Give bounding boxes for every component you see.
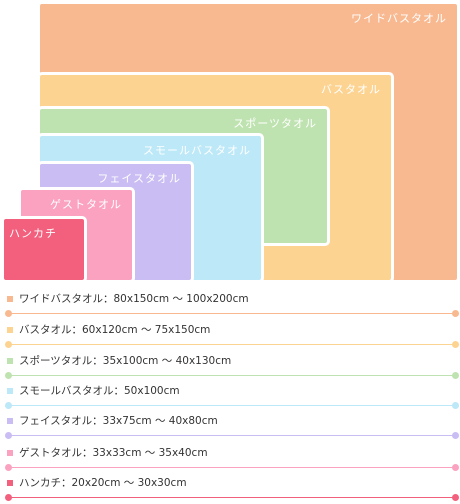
legend-swatch	[7, 358, 13, 364]
towel-sports-label: スポーツタオル	[233, 117, 317, 130]
legend-item-sports: スポーツタオル：35x100cm 〜 40x130cm	[0, 352, 460, 382]
legend-dot-left	[5, 402, 12, 409]
legend-swatch	[7, 480, 13, 486]
legend-dot-right	[452, 402, 459, 409]
legend-dot-right	[452, 341, 459, 348]
legend-divider	[9, 405, 455, 406]
legend-dot-right	[452, 464, 459, 471]
legend-item-guest: ゲストタオル：33x33cm 〜 35x40cm	[0, 444, 460, 474]
towel-face-label: フェイスタオル	[97, 172, 181, 185]
legend-swatch	[7, 296, 13, 302]
towel-handkerchief: ハンカチ	[1, 216, 87, 283]
legend-item-small-bath: スモールバスタオル：50x100cm	[0, 382, 460, 412]
legend-swatch	[7, 418, 13, 424]
legend-dot-right	[452, 432, 459, 439]
legend-divider	[9, 375, 455, 376]
legend-item-wide-bath: ワイドバスタオル：80x150cm 〜 100x200cm	[0, 290, 460, 320]
legend-item-handkerchief: ハンカチ：20x20cm 〜 30x30cm	[0, 474, 460, 504]
legend-item-face: フェイスタオル：33x75cm 〜 40x80cm	[0, 412, 460, 442]
legend-swatch	[7, 388, 13, 394]
towel-handkerchief-label: ハンカチ	[9, 227, 57, 240]
legend-dot-right	[452, 494, 459, 501]
legend-dot-left	[5, 494, 12, 501]
legend-divider	[9, 344, 455, 345]
legend-text: ワイドバスタオル：80x150cm 〜 100x200cm	[19, 293, 249, 305]
legend-dot-left	[5, 372, 12, 379]
legend-dot-left	[5, 341, 12, 348]
towel-guest-label: ゲストタオル	[50, 198, 122, 211]
legend-divider	[9, 497, 455, 498]
towel-small-bath-label: スモールバスタオル	[143, 144, 251, 157]
legend-swatch	[7, 450, 13, 456]
legend-dot-left	[5, 464, 12, 471]
legend-dot-right	[452, 372, 459, 379]
legend-divider	[9, 313, 455, 314]
legend-text: バスタオル：60x120cm 〜 75x150cm	[19, 324, 211, 336]
legend-dot-left	[5, 432, 12, 439]
legend-dot-left	[5, 310, 12, 317]
legend-text: ゲストタオル：33x33cm 〜 35x40cm	[19, 447, 208, 459]
legend-swatch	[7, 327, 13, 333]
towel-bath-label: バスタオル	[321, 83, 381, 96]
legend-item-bath: バスタオル：60x120cm 〜 75x150cm	[0, 321, 460, 351]
legend-divider	[9, 435, 455, 436]
legend-divider	[9, 467, 455, 468]
legend-text: フェイスタオル：33x75cm 〜 40x80cm	[19, 415, 218, 427]
legend-text: ハンカチ：20x20cm 〜 30x30cm	[19, 477, 187, 489]
legend-dot-right	[452, 310, 459, 317]
legend-text: スモールバスタオル：50x100cm	[19, 385, 180, 397]
towel-wide-bath-label: ワイドバスタオル	[351, 12, 447, 25]
legend-text: スポーツタオル：35x100cm 〜 40x130cm	[19, 355, 232, 367]
